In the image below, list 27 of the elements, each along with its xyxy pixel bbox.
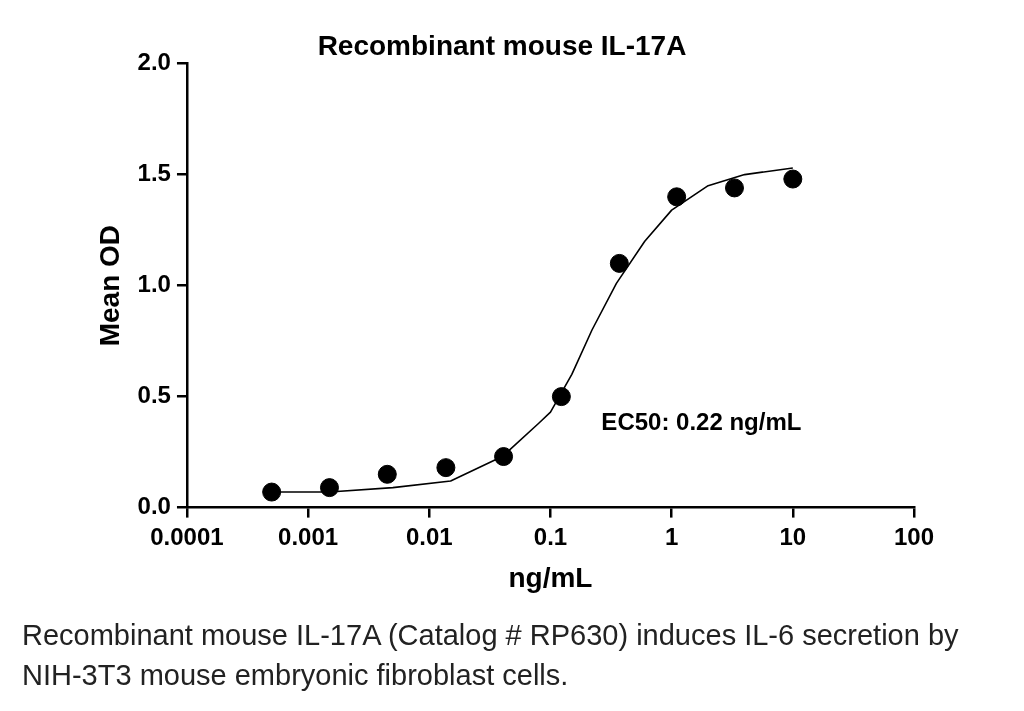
y-tick-label: 2.0 xyxy=(137,48,171,76)
point xyxy=(783,169,803,189)
text: Recombinant mouse IL-17A (Catalog # RP630) induces IL-6 secretion by NIH-3T3 mouse embryonic fibroblast cells. xyxy=(22,618,960,693)
y-axis-title: Mean OD xyxy=(93,224,125,347)
point xyxy=(262,482,282,502)
x-axis-title: ng/mL xyxy=(508,561,593,593)
x-tick-label: 1 xyxy=(664,522,679,550)
point xyxy=(551,387,571,407)
y-tick-label: 1.5 xyxy=(137,159,171,187)
point xyxy=(609,253,629,273)
point xyxy=(436,458,456,478)
point xyxy=(667,187,687,207)
x-tick-label: 0.1 xyxy=(533,522,568,550)
x-tick-label: 10 xyxy=(779,522,807,550)
point xyxy=(494,447,514,467)
annotation: EC50: 0.22 ng/mL xyxy=(601,407,802,435)
point xyxy=(319,478,339,498)
chart-title: Recombinant mouse IL-17A xyxy=(317,29,687,61)
x-tick-label: 0.001 xyxy=(278,522,339,550)
x-tick-label: 100 xyxy=(893,522,935,550)
y-tick-label: 1.0 xyxy=(137,270,171,298)
point xyxy=(377,464,397,484)
y-tick-label: 0.5 xyxy=(137,381,171,409)
y-tick-label: 0.0 xyxy=(137,492,171,520)
x-tick-label: 0.01 xyxy=(405,522,453,550)
point xyxy=(724,178,744,198)
x-tick-label: 0.0001 xyxy=(150,522,224,550)
